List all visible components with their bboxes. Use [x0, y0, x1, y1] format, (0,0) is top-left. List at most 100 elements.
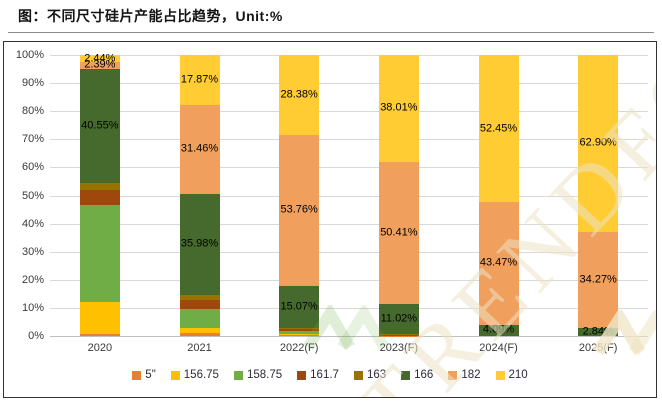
chart-title: 图：不同尺寸硅片产能占比趋势，Unit:% — [18, 8, 283, 24]
bar-segment-166 — [279, 285, 320, 329]
stacked-bar: 2.84% 34.27% 62.90% — [578, 55, 619, 338]
legend-label: 163 — [366, 369, 387, 381]
x-axis-label: 2025(F) — [578, 342, 618, 354]
legend-swatch-icon — [401, 370, 411, 380]
stacked-bar: 40.55% 2.39% 2.44% — [79, 52, 120, 336]
data-label: 40.55% — [81, 119, 119, 132]
bar-segment-166 — [478, 324, 519, 336]
legend-label: 166 — [414, 369, 434, 381]
bar-column-2022(F): 15.07% 53.76% 28.38% — [249, 55, 349, 336]
legend-label: 182 — [461, 369, 481, 381]
bar-segment-210 — [79, 55, 120, 62]
y-tick-label: 70% — [21, 133, 44, 146]
bar-segment-161.7 — [179, 300, 220, 309]
data-label: 50.41% — [380, 226, 418, 239]
bar-column-2024(F): 4.09% 43.47% 52.45% — [449, 54, 549, 336]
bar-segment-166 — [378, 303, 419, 335]
data-label: 2.39% — [84, 58, 116, 71]
bar-segment-210 — [279, 55, 320, 135]
legend-swatch-icon — [132, 370, 142, 380]
legend-swatch-icon — [448, 370, 458, 380]
legend-swatch-icon — [495, 370, 505, 380]
x-axis-label: 2021 — [187, 342, 212, 354]
y-tick-label: 50% — [21, 189, 44, 202]
data-label: 28.38% — [280, 88, 318, 101]
bar-segment-182 — [478, 202, 519, 325]
gridline — [50, 83, 648, 85]
bar-segment-163 — [279, 328, 320, 329]
data-label: 52.45% — [479, 122, 518, 135]
legend-swatch-icon — [170, 370, 180, 380]
bar-column-2025(F): 2.84% 34.27% 62.90% — [548, 55, 648, 338]
x-axis-label: 2020 — [87, 342, 113, 354]
gridline — [50, 167, 648, 169]
gridline — [50, 139, 648, 141]
bar-segment-156.75 — [79, 302, 120, 335]
title-separator — [8, 32, 654, 33]
legend-swatch-icon — [233, 370, 243, 380]
data-label: 38.01% — [380, 101, 418, 114]
bar-segment-156.75 — [279, 334, 320, 336]
bar-segment-210 — [179, 54, 220, 106]
legend-label: 5" — [145, 369, 156, 381]
y-axis-labels: 100% 90% 80% 70% 60% 50% 40% 30% 20% 10% 0% — [4, 49, 44, 342]
data-label: 2.84% — [582, 325, 614, 338]
y-tick-label: 20% — [21, 273, 44, 286]
legend-item-161.7: 161.7 — [297, 369, 339, 381]
bar-segment-158.75 — [279, 330, 320, 335]
bar-segment-182 — [279, 134, 320, 286]
legend-item-5": 5" — [132, 369, 156, 381]
bar-segment-210 — [378, 55, 419, 162]
data-label: 4.09% — [482, 323, 515, 336]
data-label: 2.44% — [84, 52, 116, 64]
bar-segment-182 — [179, 105, 220, 194]
legend: 5" 156.75 158.75 161.7 163 166 182 210 — [4, 369, 656, 381]
data-label: 17.87% — [180, 73, 219, 86]
data-label: 11.02% — [380, 312, 418, 325]
legend-item-158.75: 158.75 — [233, 369, 283, 381]
y-tick-label: 0% — [28, 330, 44, 342]
legend-label: 210 — [508, 369, 528, 381]
bar-segment-163 — [179, 294, 220, 301]
bar-segment-161.7 — [79, 189, 120, 206]
data-label: 34.27% — [579, 273, 617, 286]
legend-label: 158.75 — [246, 369, 283, 381]
data-label: 62.90% — [579, 136, 617, 149]
legend-swatch-icon — [297, 370, 307, 380]
y-tick-label: 80% — [21, 105, 44, 118]
y-tick-label: 10% — [21, 301, 44, 314]
x-axis-label: 2024(F) — [479, 342, 518, 354]
x-axis-label: 2022(F) — [279, 342, 319, 354]
bar-segment-166 — [179, 193, 220, 295]
gridline — [50, 279, 648, 281]
y-tick-label: 90% — [21, 77, 44, 90]
data-label: 43.47% — [479, 256, 518, 269]
bar-segment-158.75 — [179, 308, 220, 329]
stacked-bar: 11.02% 50.41% 38.01% — [378, 55, 419, 336]
stacked-bar: 4.09% 43.47% 52.45% — [478, 54, 519, 336]
y-tick-label: 40% — [21, 217, 44, 230]
y-tick-label: 100% — [15, 49, 44, 61]
data-label: 35.98% — [180, 237, 219, 250]
y-tick-label: 60% — [21, 161, 44, 174]
x-axis-label: 2023(F) — [379, 342, 419, 354]
bar-segment-182 — [79, 61, 120, 69]
legend-item-166: 166 — [401, 369, 433, 381]
bar-column-2023(F): 11.02% 50.41% 38.01% — [349, 55, 449, 336]
legend-swatch-icon — [353, 370, 363, 380]
bar-column-2020: 40.55% 2.39% 2.44% — [50, 52, 150, 336]
data-label: 31.46% — [180, 142, 219, 155]
gridline — [50, 55, 648, 56]
data-label: 53.76% — [280, 203, 318, 216]
bar-segment-5" — [179, 332, 220, 336]
bar-segment-161.7 — [279, 329, 320, 331]
gridline — [50, 336, 648, 337]
plot-area: 40.55% 2.39% 2.44% 35.98% 31.46% 17.87% 15.07%… — [50, 42, 656, 397]
bar-segment-210 — [478, 54, 519, 203]
bars-container: 40.55% 2.39% 2.44% 35.98% 31.46% 17.87% 15.07%… — [50, 52, 648, 338]
legend-label: 156.75 — [183, 369, 219, 381]
stacked-bar: 35.98% 31.46% 17.87% — [179, 54, 220, 336]
bar-segment-5" — [279, 335, 320, 336]
legend-item-182: 182 — [448, 369, 481, 381]
stacked-bar: 15.07% 53.76% 28.38% — [279, 55, 320, 336]
